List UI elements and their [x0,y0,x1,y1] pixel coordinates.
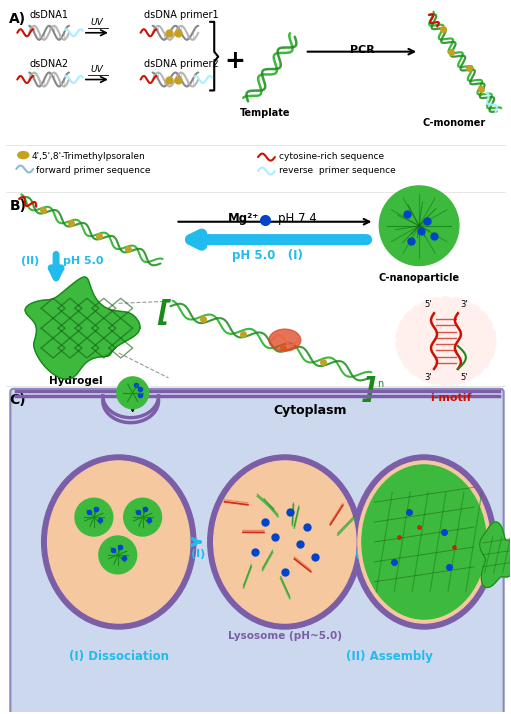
Ellipse shape [48,461,190,623]
Ellipse shape [214,461,356,623]
Text: n: n [377,379,384,389]
Circle shape [117,377,149,408]
Text: ]: ] [363,376,376,404]
Text: 5': 5' [424,301,432,309]
Text: dsDNA1: dsDNA1 [29,10,68,20]
Text: dsDNA2: dsDNA2 [29,59,68,69]
Text: 4',5',8'-Trimethylpsoralen: 4',5',8'-Trimethylpsoralen [31,152,145,161]
Ellipse shape [362,465,486,619]
Text: (II) Assembly: (II) Assembly [346,650,433,663]
Text: PCR: PCR [350,45,375,55]
Text: forward primer sequence: forward primer sequence [36,166,151,175]
Text: pH 7.4: pH 7.4 [278,212,317,225]
Text: reverse  primer sequence: reverse primer sequence [279,166,396,175]
Text: C-monomer: C-monomer [422,119,485,129]
Polygon shape [480,522,511,588]
Ellipse shape [352,455,496,629]
Polygon shape [25,277,140,379]
Text: UV: UV [90,18,103,27]
Ellipse shape [269,329,301,351]
FancyBboxPatch shape [10,389,504,714]
Circle shape [99,536,136,574]
Text: [: [ [157,299,170,327]
Circle shape [124,498,161,536]
Circle shape [75,498,113,536]
Ellipse shape [42,455,196,629]
Text: pH 5.0: pH 5.0 [63,256,104,266]
Text: A): A) [9,12,27,26]
Text: 3': 3' [424,373,432,382]
Text: dsDNA primer1: dsDNA primer1 [144,10,218,20]
Text: Cytoplasm: Cytoplasm [273,403,346,417]
Text: (II): (II) [21,256,39,266]
Text: Lysosome (pH~5.0): Lysosome (pH~5.0) [228,631,342,641]
Text: dsDNA primer2: dsDNA primer2 [144,59,218,69]
Circle shape [379,186,459,266]
Text: cytosine-rich sequence: cytosine-rich sequence [279,152,384,161]
Text: (I): (I) [191,549,205,559]
Text: 3': 3' [460,301,468,309]
Text: Mg²⁺: Mg²⁺ [227,212,259,225]
Text: (I) Dissociation: (I) Dissociation [69,650,169,663]
Text: UV: UV [90,64,103,74]
Ellipse shape [208,455,362,629]
Text: Hydrogel: Hydrogel [49,376,103,386]
Text: i-motif: i-motif [430,393,472,403]
Text: B): B) [9,199,27,213]
Text: C): C) [9,393,26,407]
Text: (II): (II) [355,549,374,559]
Ellipse shape [18,151,29,159]
Text: Template: Template [240,109,290,119]
Text: C-nanoparticle: C-nanoparticle [379,273,460,283]
Ellipse shape [358,461,490,623]
Text: pH 5.0   (I): pH 5.0 (I) [233,248,304,261]
Text: +: + [225,49,246,73]
Ellipse shape [396,297,496,385]
Text: 5': 5' [460,373,468,382]
